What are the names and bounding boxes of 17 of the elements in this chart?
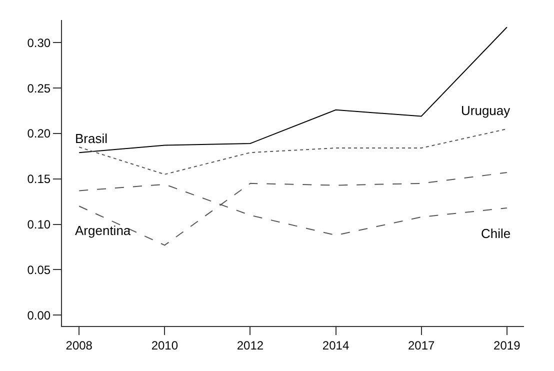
y-tick-label: 0.15 [27,172,51,186]
x-tick-label: 2010 [151,338,178,352]
series-label: Uruguay [461,103,511,118]
y-tick-label: 0.10 [27,218,51,232]
x-tick-label: 2019 [494,338,521,352]
y-tick-label: 0.05 [27,262,51,277]
x-tick-label: 2014 [322,338,350,352]
series-label: Brasil [75,131,108,146]
y-tick-label: 0.20 [27,126,51,141]
y-tick-label: 0.00 [27,308,51,322]
y-tick-label: 0.25 [27,81,51,96]
x-tick-label: 2008 [66,338,93,352]
x-tick-label: 2012 [236,338,264,352]
series-label: Argentina [75,223,132,238]
x-tick-label: 2017 [408,338,435,352]
series-label: Chile [481,226,511,241]
y-tick-label: 0.30 [27,36,51,50]
